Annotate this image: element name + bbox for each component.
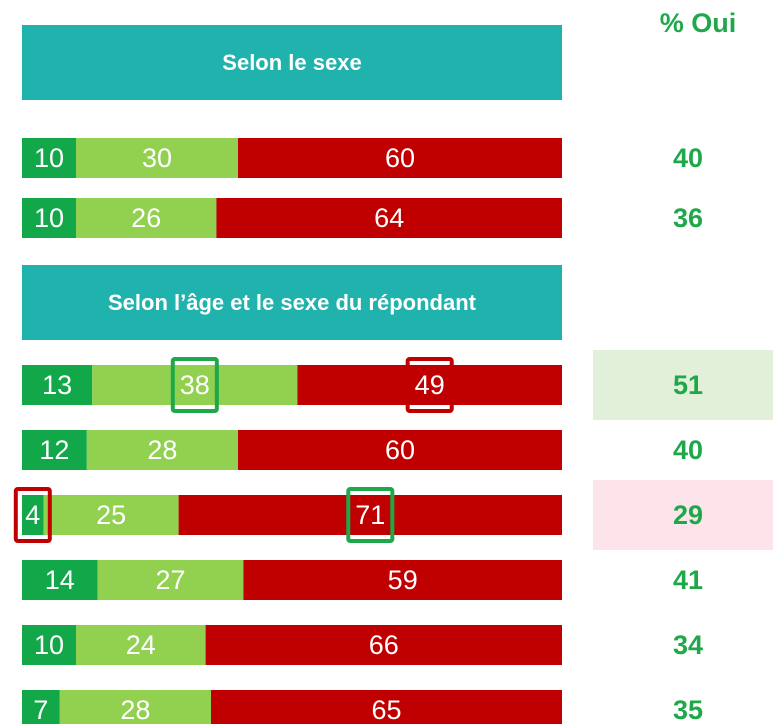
oui-value: 29 xyxy=(673,500,703,530)
segment-label: 59 xyxy=(388,565,418,595)
oui-highlight xyxy=(593,350,773,420)
oui-value: 51 xyxy=(673,370,703,400)
column-title: % Oui xyxy=(660,8,737,38)
section-title: Selon l’âge et le sexe du répondant xyxy=(108,290,477,315)
segment-label: 28 xyxy=(147,435,177,465)
bar-segment xyxy=(216,198,562,238)
bar-segment xyxy=(22,198,76,238)
bar-segment xyxy=(59,690,211,724)
bar-segment xyxy=(97,560,244,600)
segment-label: 28 xyxy=(120,695,150,724)
oui-value: 36 xyxy=(673,203,703,233)
segment-label: 10 xyxy=(34,203,64,233)
bar-segment xyxy=(178,495,562,535)
bar-segment xyxy=(297,365,562,405)
segment-label: 13 xyxy=(42,370,72,400)
bar-segment xyxy=(43,495,179,535)
oui-value: 40 xyxy=(673,435,703,465)
label-highlight xyxy=(170,357,219,413)
segment-label: 10 xyxy=(34,143,64,173)
section-header xyxy=(22,265,562,340)
oui-value: 34 xyxy=(673,630,703,660)
bar-segment xyxy=(22,138,76,178)
segment-label: 60 xyxy=(385,435,415,465)
segment-label: 64 xyxy=(374,203,404,233)
segment-label: 71 xyxy=(355,500,385,530)
bar-segment xyxy=(92,365,298,405)
segment-label: 12 xyxy=(39,435,69,465)
bar-segment xyxy=(22,690,60,724)
bar-segment xyxy=(243,560,562,600)
bar-segment xyxy=(22,625,76,665)
bar-segment xyxy=(86,430,238,470)
bar-segment xyxy=(76,138,238,178)
bar-segment xyxy=(76,625,206,665)
segment-label: 60 xyxy=(385,143,415,173)
segment-label: 27 xyxy=(155,565,185,595)
bar-segment xyxy=(211,690,562,724)
segment-label: 25 xyxy=(96,500,126,530)
section-title: Selon le sexe xyxy=(222,50,361,75)
segment-label: 30 xyxy=(142,143,172,173)
bar-segment xyxy=(22,365,93,405)
bar-segment xyxy=(76,198,217,238)
bar-segment xyxy=(22,430,87,470)
segment-label: 49 xyxy=(415,370,445,400)
bar-segment xyxy=(238,430,562,470)
section-header xyxy=(22,25,562,100)
segment-label: 10 xyxy=(34,630,64,660)
oui-value: 40 xyxy=(673,143,703,173)
bar-segment xyxy=(238,138,562,178)
oui-highlight xyxy=(593,480,773,550)
bar-segment xyxy=(205,625,562,665)
label-highlight xyxy=(346,487,395,543)
segment-label: 24 xyxy=(126,630,156,660)
segment-label: 66 xyxy=(369,630,399,660)
segment-label: 4 xyxy=(25,500,40,530)
segment-label: 26 xyxy=(131,203,161,233)
bar-segment xyxy=(22,495,44,535)
segment-label: 38 xyxy=(180,370,210,400)
segment-label: 65 xyxy=(371,695,401,724)
oui-value: 41 xyxy=(673,565,703,595)
oui-value: 35 xyxy=(673,695,703,724)
label-highlight xyxy=(13,487,52,543)
bar-segment xyxy=(22,560,98,600)
segment-label: 14 xyxy=(45,565,75,595)
segment-label: 7 xyxy=(33,695,48,724)
label-highlight xyxy=(405,357,454,413)
